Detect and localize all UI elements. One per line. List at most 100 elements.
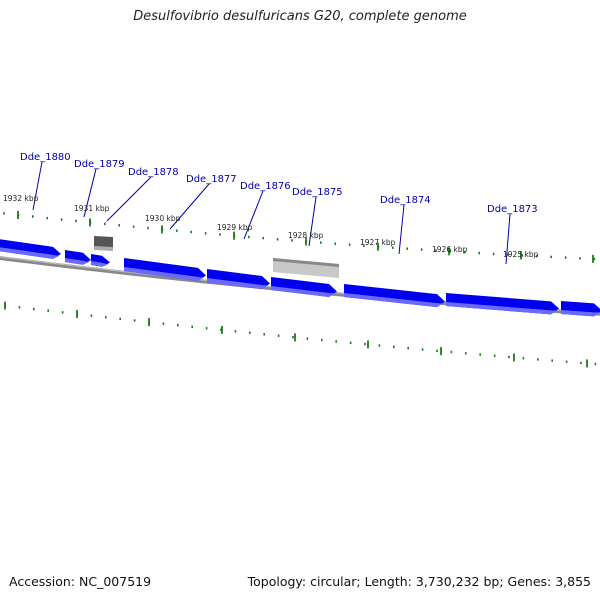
tick-dot xyxy=(262,236,264,240)
tick-dot xyxy=(234,330,237,333)
tick-dot xyxy=(464,251,466,254)
tick-dot xyxy=(219,233,221,236)
tick-dot xyxy=(33,307,35,311)
accession-text: Accession: NC_007519 xyxy=(9,574,152,589)
gene-leader-line xyxy=(243,190,264,240)
gene-label[interactable]: Dde_1873 xyxy=(487,204,538,215)
kbp-coordinate-label: 1928 kbp xyxy=(288,231,324,240)
tick-dot xyxy=(449,250,452,253)
major-tick xyxy=(76,310,78,318)
major-tick xyxy=(4,301,6,310)
tick-dot xyxy=(537,358,539,361)
tick-dot xyxy=(435,249,437,252)
major-tick xyxy=(148,318,150,327)
tick-dot xyxy=(565,360,568,363)
tick-dot xyxy=(147,226,149,230)
tick-dot xyxy=(594,362,597,366)
tick-dot xyxy=(492,252,495,256)
tick-dot xyxy=(522,357,525,360)
tick-dot xyxy=(349,341,352,344)
gene-arrow-shade xyxy=(446,302,557,315)
tick-dot xyxy=(436,349,438,352)
major-tick xyxy=(17,211,19,219)
tick-dot xyxy=(550,255,552,259)
tick-dot xyxy=(249,331,251,334)
tick-dot xyxy=(564,256,567,259)
major-tick xyxy=(161,225,163,234)
feature-dark-block xyxy=(94,236,113,249)
tick-dot xyxy=(90,314,93,317)
kbp-coordinate-label: 1927 kbp xyxy=(360,238,396,247)
kbp-coordinate-label: 1931 kbp xyxy=(74,204,110,213)
tick-dot xyxy=(205,327,208,330)
tick-dot xyxy=(421,348,424,351)
kbp-coordinate-label: 1930 kbp xyxy=(145,214,181,223)
gene-label[interactable]: Dde_1877 xyxy=(186,174,237,185)
tick-dot xyxy=(119,317,121,321)
genome-stats-text: Topology: circular; Length: 3,730,232 bp… xyxy=(247,574,591,589)
major-tick xyxy=(440,347,442,356)
major-tick xyxy=(305,237,307,246)
gene-track xyxy=(0,239,600,317)
tick-dot xyxy=(363,244,365,247)
tick-dot xyxy=(580,361,582,365)
tick-dot xyxy=(18,306,21,309)
tick-dot xyxy=(104,222,106,226)
major-tick xyxy=(233,231,235,240)
tick-dot xyxy=(177,324,179,327)
major-tick xyxy=(592,254,594,263)
tick-dot xyxy=(406,247,408,250)
tick-dot xyxy=(75,219,77,223)
inner-tick-track xyxy=(4,301,597,368)
outer-tick-track xyxy=(3,211,596,263)
feature-dark-block-shade xyxy=(94,246,113,251)
gene-leader-line xyxy=(106,176,152,222)
gene-arrow-shade xyxy=(207,278,268,289)
major-tick xyxy=(586,359,588,368)
gene-leader-line xyxy=(505,213,511,265)
tick-dot xyxy=(536,255,538,258)
tick-dot xyxy=(465,352,467,355)
major-tick xyxy=(221,325,223,334)
gene-label[interactable]: Dde_1880 xyxy=(20,152,71,163)
tick-dot xyxy=(61,311,64,314)
gene-leader-line xyxy=(398,204,405,255)
gene-label[interactable]: Dde_1875 xyxy=(292,187,343,198)
kbp-coordinate-label: 1926 kbp xyxy=(432,245,468,254)
tick-dot xyxy=(118,224,120,227)
tick-dot xyxy=(450,350,453,354)
tick-dot xyxy=(32,215,34,218)
tick-dot xyxy=(321,338,323,342)
tick-dot xyxy=(364,342,366,346)
tick-dot xyxy=(551,359,553,362)
tick-dot xyxy=(392,246,394,249)
kbp-coordinate-label: 1925 kbp xyxy=(503,250,539,259)
major-tick xyxy=(367,340,369,349)
tick-dot xyxy=(507,253,509,256)
major-tick xyxy=(520,251,522,260)
tick-dot xyxy=(176,229,178,232)
gray-feature-track xyxy=(94,236,339,278)
tick-dot xyxy=(46,216,48,220)
gene-arrow-shade xyxy=(91,261,108,267)
tick-dot xyxy=(306,337,309,340)
gene-arrow[interactable] xyxy=(124,258,206,281)
gene-label[interactable]: Dde_1876 xyxy=(240,181,291,192)
major-tick xyxy=(89,218,91,227)
gene-leader-line xyxy=(83,168,97,218)
gene-label[interactable]: Dde_1879 xyxy=(74,159,125,170)
tick-dot xyxy=(291,239,293,242)
tick-dot xyxy=(478,251,480,255)
tick-dot xyxy=(292,336,294,339)
gene-arrow-shade xyxy=(561,310,600,317)
tick-dot xyxy=(47,309,49,312)
tick-dot xyxy=(420,248,423,251)
tick-dot xyxy=(220,328,222,331)
major-tick xyxy=(377,242,379,251)
tick-dot xyxy=(508,355,510,359)
gene-label[interactable]: Dde_1874 xyxy=(380,195,431,206)
tick-dot xyxy=(133,319,136,322)
tick-dot xyxy=(191,325,193,328)
gene-arrow-shade xyxy=(344,293,443,308)
gene-label[interactable]: Dde_1878 xyxy=(128,167,179,178)
